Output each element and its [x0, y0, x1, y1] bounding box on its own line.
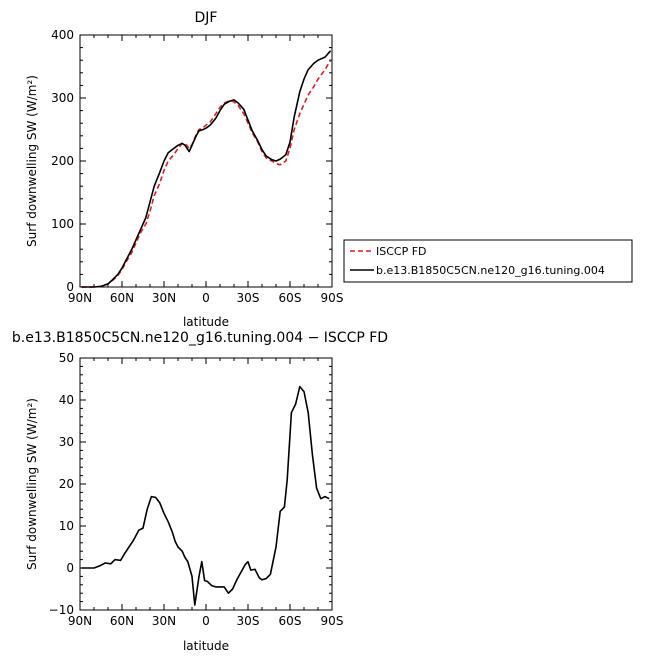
top-chart-series — [81, 50, 332, 288]
top-chart-ylabel: Surf downwelling SW (W/m²) — [25, 75, 39, 247]
bottom-chart-y-tick-label: 30 — [59, 435, 74, 449]
top-chart-y-tick-label: 0 — [66, 280, 74, 294]
bottom-chart-y-tick-label: 0 — [66, 561, 74, 575]
legend: ISCCP FD b.e13.B1850C5CN.ne120_g16.tunin… — [343, 239, 633, 283]
top-chart-x-tick-label: 60N — [110, 291, 134, 305]
bottom-chart-x-tick-label: 90S — [321, 614, 344, 628]
bottom-chart-title: b.e13.B1850C5CN.ne120_g16.tuning.004 − I… — [12, 330, 388, 346]
top-chart-x-tick-label: 0 — [202, 291, 210, 305]
top-chart-y-tick-label: 400 — [51, 28, 74, 42]
bottom-chart-x-tick-label: 90N — [68, 614, 92, 628]
top-chart-x-tick-label: 90N — [68, 291, 92, 305]
bottom-chart-y-tick-label: 10 — [59, 519, 74, 533]
top-chart-y-tick-label: 200 — [51, 154, 74, 168]
bottom-chart-ylabel: Surf downwelling SW (W/m²) — [25, 398, 39, 570]
top-chart-y-tick-label: 300 — [51, 91, 74, 105]
bottom-chart-x-tick-label: 30N — [152, 614, 176, 628]
top-chart-plot-frame — [79, 34, 333, 288]
top-chart-ticks: 90N 60N 30N 0 30S 60S 90S 0 100 200 300 400 — [51, 28, 343, 305]
bottom-chart-x-tick-label: 60S — [279, 614, 302, 628]
top-chart-x-tick-label: 30N — [152, 291, 176, 305]
bottom-chart: b.e13.B1850C5CN.ne120_g16.tuning.004 − I… — [12, 330, 388, 653]
bottom-chart-series — [81, 385, 330, 606]
top-chart-series-line-1 — [81, 50, 332, 288]
bottom-chart-x-tick-label: 0 — [202, 614, 210, 628]
top-chart-series-line-0 — [81, 59, 332, 288]
top-chart-y-tick-label: 100 — [51, 217, 74, 231]
bottom-chart-ticks: 90N 60N 30N 0 30S 60S 90S −10 0 10 20 30 40 50 — [49, 351, 344, 628]
top-chart-x-tick-label: 60S — [279, 291, 302, 305]
bottom-chart-plot-frame — [79, 357, 333, 611]
legend-label-isccp: ISCCP FD — [376, 245, 427, 258]
bottom-chart-x-tick-label: 60N — [110, 614, 134, 628]
bottom-chart-y-tick-label: 40 — [59, 393, 74, 407]
top-chart-x-tick-label: 30S — [237, 291, 260, 305]
bottom-chart-x-tick-label: 30S — [237, 614, 260, 628]
top-chart-x-tick-label: 90S — [321, 291, 344, 305]
legend-label-model: b.e13.B1850C5CN.ne120_g16.tuning.004 — [376, 264, 605, 277]
bottom-chart-xlabel: latitude — [183, 639, 229, 653]
bottom-chart-y-tick-label: 20 — [59, 477, 74, 491]
bottom-chart-y-tick-label: 50 — [59, 351, 74, 365]
top-chart: DJF Surf downwelling SW (W/m²) latitude … — [25, 10, 343, 329]
top-chart-title: DJF — [195, 10, 218, 26]
bottom-chart-series-line-0 — [81, 385, 330, 606]
bottom-chart-y-tick-label: −10 — [49, 603, 74, 617]
legend-box — [343, 239, 633, 283]
top-chart-xlabel: latitude — [183, 315, 229, 329]
